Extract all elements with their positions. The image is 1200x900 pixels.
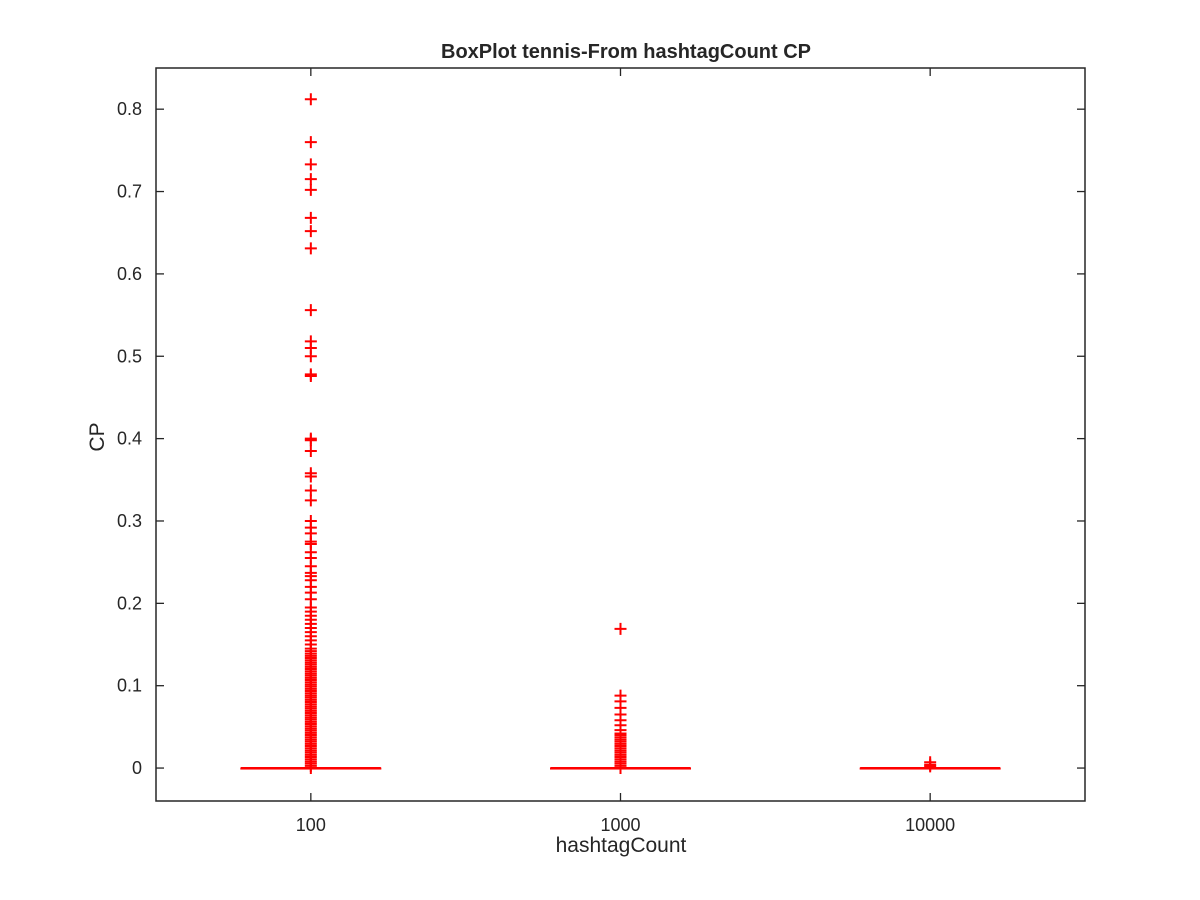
box-group-100 bbox=[240, 93, 382, 775]
outlier-marker bbox=[304, 494, 317, 507]
outlier-marker bbox=[304, 470, 317, 483]
outlier-marker bbox=[304, 211, 317, 224]
outlier-marker bbox=[304, 434, 317, 447]
outlier-marker bbox=[304, 225, 317, 238]
outlier-marker bbox=[304, 350, 317, 363]
marks-layer bbox=[240, 93, 1001, 775]
box-group-10000 bbox=[859, 756, 1001, 773]
y-axis-label: CP bbox=[86, 422, 109, 451]
chart-title: BoxPlot tennis-From hashtagCount CP bbox=[441, 41, 811, 63]
outlier-dense-band bbox=[304, 647, 317, 775]
outlier-marker bbox=[304, 93, 317, 106]
outlier-marker bbox=[304, 136, 317, 149]
outlier-dense-band bbox=[614, 729, 627, 775]
outlier-marker bbox=[304, 173, 317, 186]
y-tick-label: 0.4 bbox=[117, 429, 142, 449]
ticks-layer: 0 0.1 0.2 0.3 0.4 0.5 0.6 0.7 0.8 100 1000 10000 bbox=[117, 68, 1085, 835]
outlier-marker bbox=[304, 370, 317, 383]
x-tick-label: 10000 bbox=[905, 815, 955, 835]
outlier-marker bbox=[924, 760, 937, 773]
outlier-marker bbox=[614, 622, 627, 635]
outlier-marker bbox=[304, 158, 317, 171]
outlier-marker bbox=[304, 242, 317, 255]
outlier-marker bbox=[304, 444, 317, 457]
y-tick-label: 0.6 bbox=[117, 264, 142, 284]
y-tick-label: 0.1 bbox=[117, 676, 142, 696]
y-tick-label: 0.2 bbox=[117, 593, 142, 613]
outlier-marker bbox=[304, 183, 317, 196]
box-group-1000 bbox=[550, 622, 691, 775]
x-axis-label: hashtagCount bbox=[556, 834, 687, 857]
y-tick-label: 0 bbox=[132, 758, 142, 778]
y-tick-label: 0.3 bbox=[117, 511, 142, 531]
x-tick-label: 1000 bbox=[600, 815, 640, 835]
x-tick-label: 100 bbox=[296, 815, 326, 835]
outlier-marker bbox=[614, 727, 627, 740]
y-tick-label: 0.7 bbox=[117, 182, 142, 202]
y-tick-label: 0.8 bbox=[117, 99, 142, 119]
y-tick-label: 0.5 bbox=[117, 346, 142, 366]
outlier-marker bbox=[304, 304, 317, 317]
outlier-marker bbox=[304, 645, 317, 658]
